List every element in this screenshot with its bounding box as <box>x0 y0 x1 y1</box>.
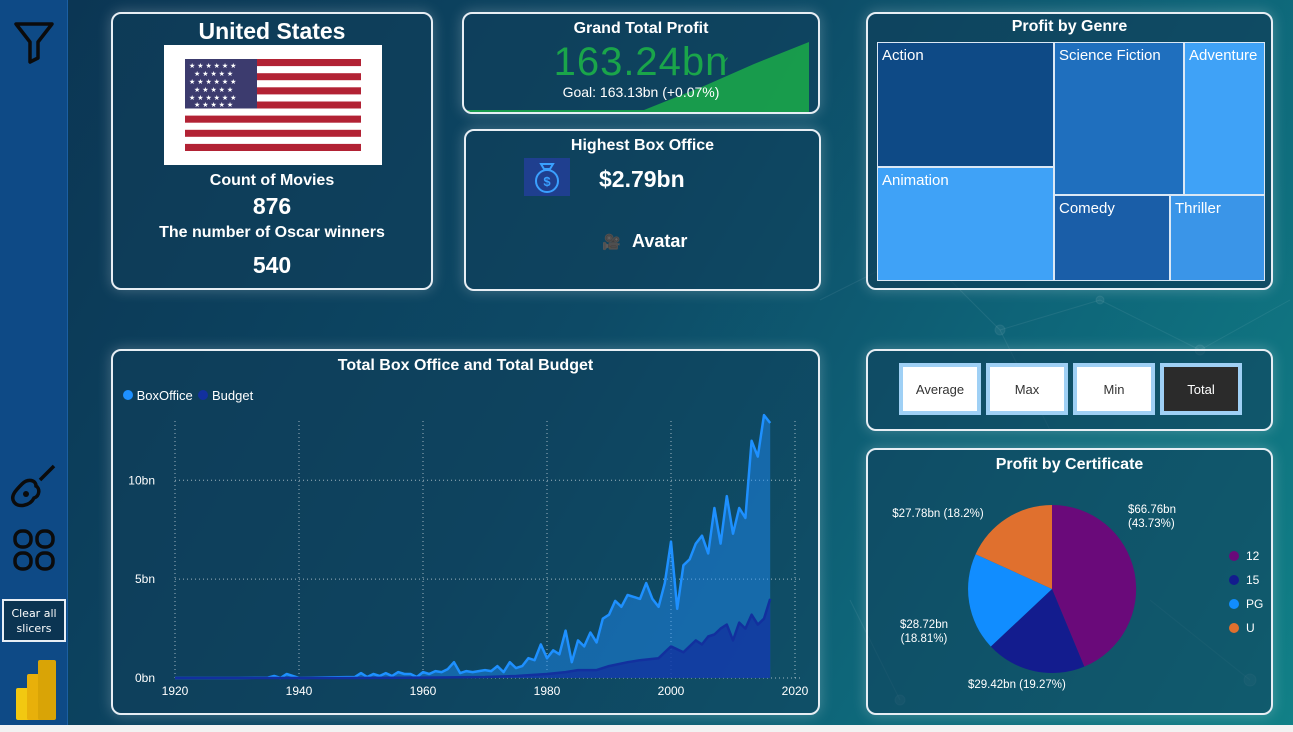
grand-total-profit-card: Grand Total Profit 163.24bn ✓ Goal: 163.… <box>462 12 820 114</box>
x-tick-label: 1960 <box>410 684 437 698</box>
y-tick-label: 5bn <box>135 572 155 586</box>
max-button[interactable]: Max <box>986 363 1068 415</box>
area-boxoffice <box>175 415 771 678</box>
pie-data-label: $28.72bn (18.81%) <box>900 619 948 645</box>
treemap-cell-adventure[interactable]: Adventure <box>1184 42 1265 195</box>
pie-data-label: $27.78bn (18.2%) <box>892 508 984 520</box>
svg-text:★ ★ ★ ★ ★ ★: ★ ★ ★ ★ ★ ★ <box>189 62 236 70</box>
treemap-cell-thriller[interactable]: Thriller <box>1170 195 1265 281</box>
svg-text:★ ★ ★ ★ ★ ★: ★ ★ ★ ★ ★ ★ <box>189 94 236 102</box>
pie-chart-plot: $66.76bn (43.73%) $29.42bn (19.27%) $28.72b… <box>892 504 1263 691</box>
legend-marker <box>123 390 133 400</box>
pie-slice-u <box>975 505 1052 589</box>
highest-box-office-movie: Avatar <box>632 231 688 251</box>
x-tick-label: 2020 <box>782 684 809 698</box>
sidebar: Clear all slicers <box>0 0 68 725</box>
pie-slice-15 <box>990 589 1085 674</box>
legend-marker <box>1229 575 1239 585</box>
treemap-label: Adventure <box>1189 47 1258 64</box>
treemap-cell-action[interactable]: Action <box>877 42 1054 167</box>
count-of-movies-value: 876 <box>252 193 292 219</box>
treemap-title: Profit by Genre <box>1011 18 1128 35</box>
legend-marker <box>1229 551 1239 561</box>
svg-text:★ ★ ★ ★ ★: ★ ★ ★ ★ ★ <box>194 101 233 109</box>
min-button[interactable]: Min <box>1073 363 1155 415</box>
treemap-label: Science Fiction <box>1059 47 1161 64</box>
goal-check-icon: ✓ <box>720 54 731 68</box>
clear-all-slicers-button[interactable]: Clear all slicers <box>2 599 66 642</box>
treemap-cell-science-fiction[interactable]: Science Fiction <box>1054 42 1184 195</box>
legend-label-u: U <box>1246 621 1255 635</box>
treemap-label: Animation <box>882 172 949 189</box>
pie-slice-pg <box>968 554 1052 647</box>
average-button[interactable]: Average <box>899 363 981 415</box>
legend-label-budget: Budget <box>212 388 254 403</box>
count-of-movies-label: Count of Movies <box>209 172 335 189</box>
series-line-boxoffice <box>175 413 772 680</box>
svg-text:★ ★ ★ ★ ★: ★ ★ ★ ★ ★ <box>194 70 233 78</box>
total-button[interactable]: Total <box>1160 363 1242 415</box>
treemap-cell-comedy[interactable]: Comedy <box>1054 195 1170 281</box>
money-bag-icon: $ <box>524 158 570 196</box>
legend-marker <box>1229 599 1239 609</box>
legend-marker <box>1229 623 1239 633</box>
grid-icon[interactable] <box>10 528 58 576</box>
highest-box-office-title: Highest Box Office <box>570 137 715 154</box>
boxoffice-budget-chart-card: Total Box Office and Total Budget BoxOff… <box>111 349 820 715</box>
y-tick-label: 10bn <box>128 473 155 487</box>
profit-goal: Goal: 163.13bn (+0.07%) <box>562 84 720 100</box>
treemap-label: Comedy <box>1059 200 1115 217</box>
pie-data-label: $29.42bn (19.27%) <box>968 679 1066 691</box>
x-tick-label: 1940 <box>286 684 313 698</box>
x-tick-label: 2000 <box>658 684 685 698</box>
legend-label-boxoffice: BoxOffice <box>136 388 193 403</box>
powerbi-logo-icon <box>14 658 62 720</box>
area-budget <box>175 598 771 678</box>
highest-box-office-value: $2.79bn <box>599 166 685 192</box>
filter-icon[interactable] <box>10 18 58 66</box>
series-line-budget <box>175 598 772 680</box>
x-tick-label: 1920 <box>162 684 189 698</box>
treemap-cell-animation[interactable]: Animation <box>877 167 1054 281</box>
aggregation-slicer: Average Max Min Total <box>866 349 1273 431</box>
legend-label-12: 12 <box>1246 549 1260 563</box>
profit-by-certificate-card: Profit by Certificate $66.76bn (43.73%) $2… <box>866 448 1273 715</box>
legend-label-15: 15 <box>1246 573 1260 587</box>
profit-title: Grand Total Profit <box>573 20 709 37</box>
oscar-winners-label: The number of Oscar winners <box>159 224 385 241</box>
country-card: United States ★ ★ ★ ★ ★ ★ ★ ★ ★ ★ ★ ★ ★ ★… <box>111 12 433 290</box>
guitar-icon[interactable] <box>10 462 58 510</box>
treemap-label: Thriller <box>1175 200 1221 217</box>
line-chart-title: Total Box Office and Total Budget <box>337 357 594 374</box>
svg-text:$: $ <box>543 174 551 189</box>
legend-marker <box>198 390 209 400</box>
line-chart-plot: 1920 1940 1960 1980 2000 2020 0bn 5bn 10bn <box>128 413 809 698</box>
legend-label-pg: PG <box>1246 597 1263 611</box>
svg-text:★ ★ ★ ★ ★ ★: ★ ★ ★ ★ ★ ★ <box>189 78 236 86</box>
highest-box-office-card: Highest Box Office $ $2.79bn 🎥 Avatar <box>464 129 821 291</box>
country-name: United States <box>198 18 346 44</box>
pie-slice-12 <box>1052 504 1137 667</box>
profit-by-genre-card: Profit by Genre Action Science Fiction A… <box>866 12 1273 290</box>
y-tick-label: 0bn <box>135 671 155 685</box>
line-chart-legend: BoxOffice Budget <box>123 388 253 403</box>
x-tick-label: 1980 <box>534 684 561 698</box>
oscar-winners-value: 540 <box>252 252 292 278</box>
bottom-strip <box>0 725 1293 732</box>
pie-data-label: $66.76bn (43.73%) <box>1128 504 1176 530</box>
profit-trend-area <box>464 42 809 112</box>
svg-text:★ ★ ★ ★ ★: ★ ★ ★ ★ ★ <box>194 86 233 94</box>
profit-value: 163.24bn <box>553 40 729 84</box>
movie-camera-icon: 🎥 <box>602 233 621 251</box>
pie-chart-title: Profit by Certificate <box>995 456 1144 473</box>
us-flag-image: ★ ★ ★ ★ ★ ★ ★ ★ ★ ★ ★ ★ ★ ★ ★ ★ ★ ★ ★ ★ ★ … <box>164 45 382 165</box>
treemap-label: Action <box>882 47 924 64</box>
